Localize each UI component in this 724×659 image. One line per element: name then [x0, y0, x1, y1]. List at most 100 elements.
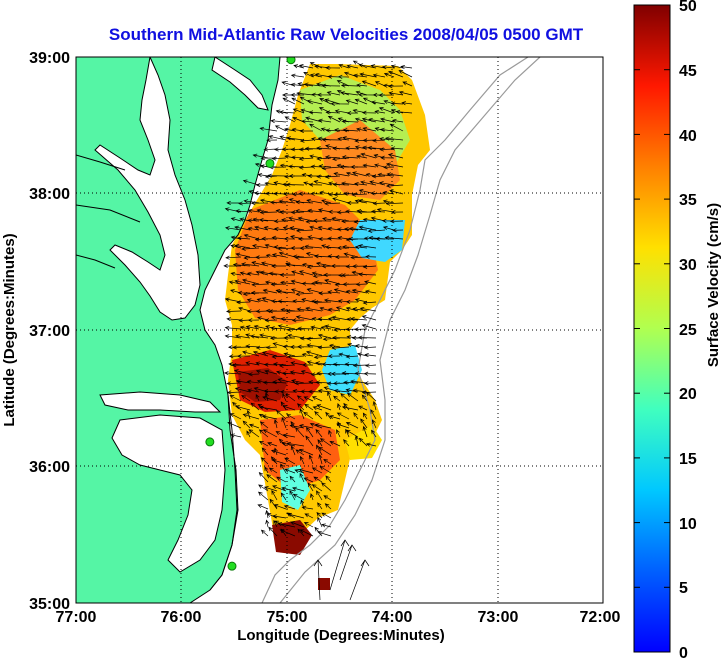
velocity-arrow: [241, 395, 251, 402]
velocity-arrow: [354, 327, 368, 332]
velocity-arrow: [256, 298, 269, 303]
velocity-arrow: [378, 93, 395, 98]
velocity-arrow: [317, 225, 332, 231]
velocity-arrow: [362, 163, 377, 168]
velocity-arrow: [314, 411, 323, 420]
velocity-arrow: [330, 263, 349, 269]
velocity-arrow: [224, 325, 242, 331]
velocity-arrow: [365, 391, 377, 402]
velocity-arrow: [237, 236, 251, 241]
colorbar: 50 45 40 35 30 25 20 15 10 5 0 Surface V…: [633, 0, 722, 659]
velocity-arrow: [299, 408, 305, 420]
velocity-arrow: [243, 199, 260, 204]
velocity-arrow: [310, 493, 314, 501]
velocity-arrow: [316, 512, 323, 519]
velocity-arrow: [305, 306, 323, 312]
velocity-arrow: [303, 411, 314, 420]
velocity-arrow: [291, 318, 305, 323]
velocity-arrow: [267, 173, 287, 178]
velocity-arrow: [230, 433, 242, 438]
velocity-arrow: [223, 371, 242, 376]
velocity-arrow: [316, 444, 323, 456]
y-tick-label: 35:00: [29, 596, 70, 613]
velocity-arrow: [271, 489, 278, 501]
velocity-arrow: [374, 163, 386, 168]
velocity-arrow: [292, 493, 305, 501]
velocity-arrow: [365, 442, 377, 447]
velocity-arrow: [345, 422, 359, 429]
velocity-arrow: [356, 154, 368, 159]
velocity-arrow: [349, 559, 370, 601]
velocity-arrow: [282, 433, 296, 438]
velocity-arrow: [334, 254, 349, 260]
velocity-arrow: [301, 362, 314, 368]
velocity-arrow: [255, 369, 269, 375]
velocity-arrow: [326, 91, 341, 96]
velocity-arrow: [290, 82, 305, 87]
velocity-arrow: [354, 181, 368, 186]
velocity-arrow: [259, 441, 269, 447]
velocity-arrow: [242, 179, 260, 186]
radar-stations: [205, 57, 296, 571]
velocity-arrow: [325, 65, 341, 70]
velocity-arrow: [285, 393, 296, 402]
velocity-arrow: [241, 262, 260, 267]
velocity-arrow: [299, 128, 313, 134]
velocity-arrow: [300, 455, 305, 465]
velocity-arrow: [364, 280, 377, 285]
velocity-arrow: [235, 379, 251, 384]
velocity-arrow: [256, 208, 269, 213]
velocity-arrow: [371, 209, 386, 214]
velocity-arrow: [340, 393, 350, 402]
colorbar-tick-label: 40: [679, 128, 697, 145]
velocity-arrow: [319, 306, 332, 312]
velocity-arrow: [308, 454, 314, 465]
velocity-arrow: [325, 475, 332, 483]
velocity-arrow: [323, 298, 341, 303]
velocity-arrow: [271, 354, 287, 359]
velocity-arrow: [306, 264, 323, 269]
velocity-arrow: [299, 246, 314, 251]
velocity-arrow: [226, 200, 242, 206]
velocity-arrow: [264, 466, 269, 474]
velocity-arrow: [294, 381, 314, 386]
velocity-arrow: [279, 110, 296, 115]
velocity-arrow: [335, 306, 350, 312]
velocity-arrow: [325, 128, 341, 133]
colorbar-tick-label: 15: [679, 451, 697, 468]
velocity-arrow: [291, 270, 305, 276]
velocity-arrow: [358, 63, 377, 69]
velocity-arrow: [282, 97, 296, 105]
delaware-bay: [211, 57, 269, 111]
velocity-arrow: [321, 83, 341, 88]
velocity-arrow: [329, 440, 341, 447]
velocity-arrow: [367, 228, 386, 234]
colorbar-tick-label: 25: [679, 322, 697, 339]
velocity-arrow: [287, 354, 305, 359]
velocity-arrow: [341, 405, 359, 411]
velocity-arrow: [279, 529, 296, 537]
velocity-arrow: [340, 181, 359, 186]
velocity-arrow: [273, 504, 287, 510]
velocity-arrow: [316, 490, 323, 501]
velocity-arrow: [309, 123, 323, 132]
velocity-arrow: [377, 172, 395, 177]
velocity-arrow: [361, 394, 368, 402]
velocity-arrow: [234, 279, 251, 285]
velocity-arrow: [318, 291, 332, 296]
velocity-arrow: [317, 333, 332, 339]
velocity-arrow: [234, 243, 251, 249]
velocity-arrow: [309, 422, 323, 429]
velocity-arrow: [255, 255, 269, 260]
velocity-arrow: [324, 98, 341, 105]
velocity-arrow: [362, 110, 377, 115]
velocity-arrow: [307, 482, 314, 492]
velocity-arrow: [374, 127, 386, 132]
pamlico-sound: [111, 414, 226, 573]
velocity-arrow: [289, 490, 296, 501]
velocity-arrow: [358, 405, 368, 411]
velocity-arrow: [353, 219, 368, 224]
bathymetry-contour-inner: [261, 57, 529, 603]
velocity-arrow: [390, 101, 404, 106]
velocity-arrow: [274, 226, 287, 232]
